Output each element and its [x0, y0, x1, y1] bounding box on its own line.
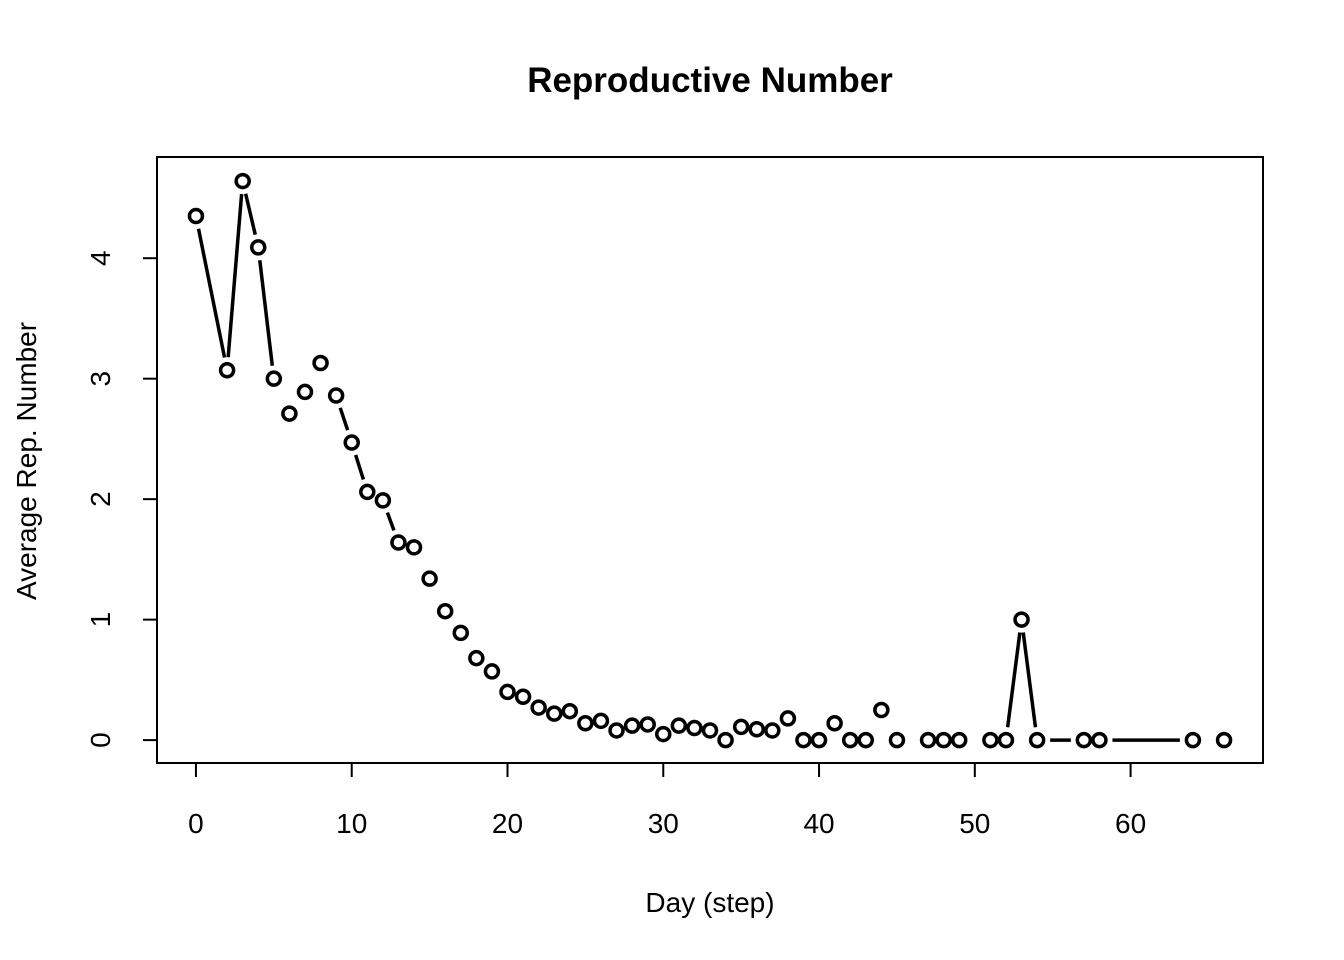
- data-point: [499, 683, 516, 701]
- data-point: [717, 731, 734, 749]
- data-point: [296, 383, 314, 401]
- data-point: [327, 387, 345, 404]
- data-point: [950, 731, 968, 749]
- x-axis: 0 10 20 30 40 50 60: [188, 763, 1146, 839]
- y-axis: 0 1 2 3 4: [85, 250, 157, 748]
- data-point: [841, 731, 859, 749]
- y-tick-label: 1: [85, 612, 116, 628]
- x-tick-label: 10: [336, 808, 367, 839]
- data-point: [1028, 731, 1046, 749]
- data-point: [779, 710, 797, 727]
- data-point: [1215, 731, 1233, 749]
- series-segment: [226, 193, 244, 358]
- series-segment: [1005, 632, 1022, 728]
- data-point: [1075, 731, 1093, 749]
- x-tick-label: 0: [188, 808, 204, 839]
- data-point: [748, 721, 765, 738]
- data-point: [265, 370, 283, 387]
- data-point: [187, 207, 205, 225]
- data-point: [810, 731, 828, 749]
- x-tick-label: 60: [1115, 808, 1146, 839]
- data-point: [468, 649, 485, 667]
- data-point: [483, 663, 501, 680]
- y-tick-label: 3: [85, 371, 116, 387]
- data-point: [1184, 731, 1202, 749]
- data-point: [421, 570, 438, 587]
- chart-title: Reproductive Number: [527, 61, 893, 100]
- series-segment: [353, 454, 366, 481]
- data-point: [234, 172, 251, 190]
- data-point: [312, 354, 329, 372]
- data-point: [1091, 731, 1108, 749]
- data-point: [592, 712, 610, 730]
- data-point: [218, 361, 236, 379]
- data-point: [343, 434, 360, 451]
- series-segment: [243, 193, 257, 236]
- x-tick-label: 40: [803, 808, 834, 839]
- y-tick-label: 2: [85, 491, 116, 507]
- data-point: [436, 602, 454, 620]
- data-point: [935, 731, 952, 749]
- data-point: [1013, 611, 1030, 628]
- series-segment: [258, 260, 275, 366]
- x-axis-label: Day (step): [645, 887, 774, 918]
- data-point: [374, 492, 392, 509]
- series-segment: [196, 228, 227, 358]
- data-point: [732, 718, 750, 736]
- data-point: [686, 719, 703, 737]
- x-tick-label: 20: [492, 808, 523, 839]
- data-point: [608, 722, 625, 739]
- data-point: [623, 717, 641, 734]
- data-point: [452, 624, 470, 642]
- x-tick-label: 50: [959, 808, 990, 839]
- series-segment: [338, 407, 350, 431]
- data-point: [826, 714, 843, 732]
- series-segment: [1021, 632, 1038, 728]
- y-axis-label: Average Rep. Number: [11, 322, 42, 600]
- data-point: [530, 699, 547, 716]
- y-tick-label: 0: [85, 732, 116, 748]
- data-point: [561, 702, 579, 720]
- data-point: [281, 405, 298, 422]
- series-segment: [385, 511, 396, 531]
- data-point: [577, 714, 594, 732]
- data-point: [997, 731, 1015, 749]
- data-point: [670, 717, 688, 734]
- series-line: [196, 193, 1180, 742]
- data-point: [250, 239, 267, 256]
- data-point: [701, 722, 719, 739]
- data-point: [545, 705, 563, 722]
- data-point: [919, 731, 937, 749]
- data-point: [359, 483, 376, 501]
- data-point: [795, 731, 812, 749]
- data-point: [764, 722, 781, 739]
- data-point: [405, 539, 423, 556]
- data-point: [639, 716, 656, 733]
- data-point: [655, 725, 672, 743]
- plot-frame: [156, 156, 1264, 764]
- data-point: [982, 731, 999, 749]
- data-point: [514, 688, 532, 705]
- data-point: [873, 701, 890, 719]
- data-point: [888, 731, 906, 749]
- series-points: [187, 172, 1233, 749]
- y-tick-label: 4: [85, 250, 116, 266]
- data-point: [857, 731, 875, 749]
- x-tick-label: 30: [648, 808, 679, 839]
- data-point: [390, 534, 407, 551]
